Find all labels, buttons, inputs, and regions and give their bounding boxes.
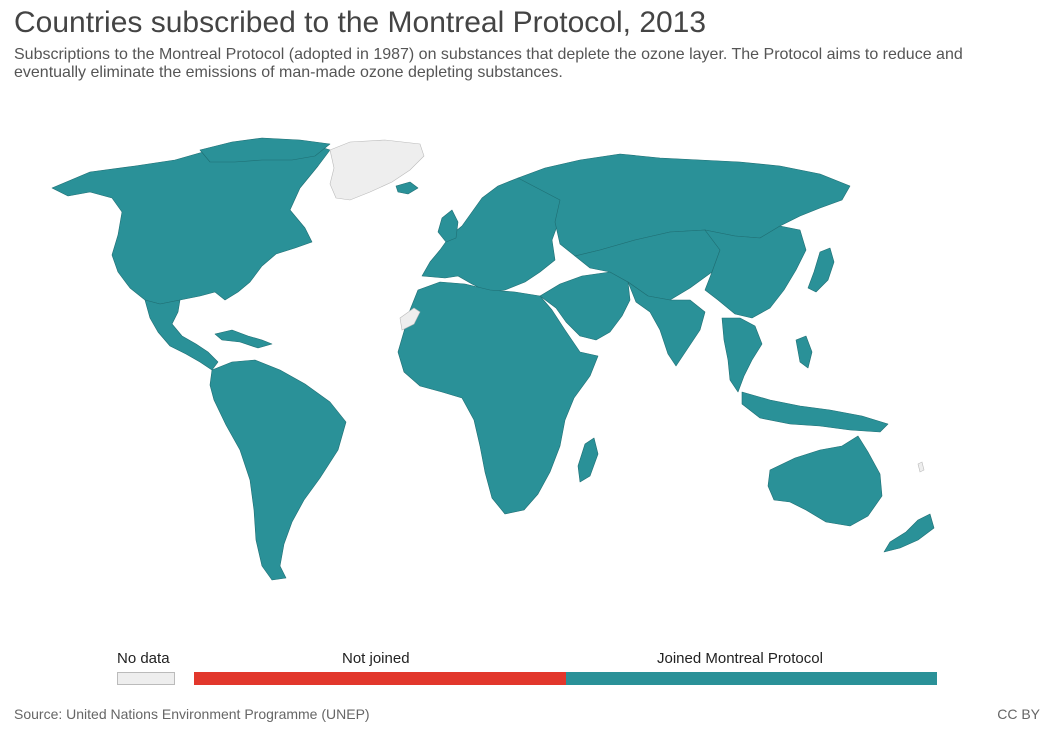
region-arctic-islands[interactable] — [199, 137, 331, 163]
region-central-asia[interactable] — [574, 229, 721, 301]
region-central-america[interactable] — [144, 299, 219, 371]
region-east-asia[interactable] — [704, 225, 807, 319]
region-iceland[interactable] — [395, 181, 419, 195]
legend-not-joined-label: Not joined — [342, 650, 410, 667]
region-madagascar[interactable] — [577, 437, 599, 483]
chart-title: Countries subscribed to the Montreal Pro… — [14, 6, 707, 39]
region-middle-east[interactable] — [539, 271, 631, 341]
region-indonesia[interactable] — [741, 391, 889, 433]
legend: No data Not joined Joined Montreal Proto… — [0, 640, 1059, 690]
legend-no-data-label: No data — [117, 650, 170, 667]
region-southeast-asia[interactable] — [721, 317, 763, 393]
region-western-sahara[interactable] — [399, 307, 421, 331]
region-new-zealand[interactable] — [883, 513, 935, 553]
region-greenland[interactable] — [329, 139, 425, 201]
region-australia[interactable] — [767, 435, 883, 527]
chart-subtitle: Subscriptions to the Montreal Protocol (… — [14, 46, 963, 81]
region-philippines[interactable] — [795, 335, 813, 369]
region-uk[interactable] — [437, 209, 459, 243]
region-japan[interactable] — [807, 247, 835, 293]
region-africa[interactable] — [397, 281, 599, 515]
legend-joined-swatch[interactable] — [566, 672, 937, 685]
legend-joined-label: Joined Montreal Protocol — [657, 650, 823, 667]
world-map-svg — [51, 137, 935, 581]
region-north-america[interactable] — [51, 141, 331, 305]
region-south-asia[interactable] — [627, 281, 706, 367]
legend-no-data-swatch[interactable] — [117, 672, 175, 685]
legend-not-joined-swatch[interactable] — [194, 672, 566, 685]
region-south-america[interactable] — [209, 359, 347, 581]
region-caribbean[interactable] — [214, 329, 273, 349]
region-small-islands-no-data[interactable] — [917, 461, 925, 473]
license-link[interactable]: CC BY — [997, 706, 1040, 722]
world-map[interactable] — [0, 130, 1059, 600]
source-note: Source: United Nations Environment Progr… — [14, 706, 370, 722]
